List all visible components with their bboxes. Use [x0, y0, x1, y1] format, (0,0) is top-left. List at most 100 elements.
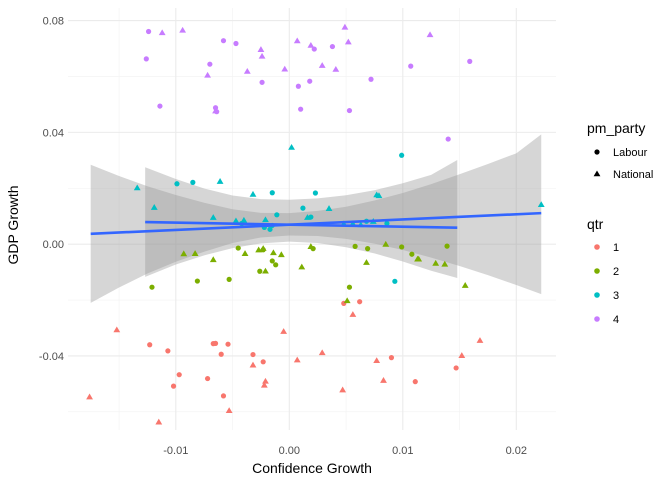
smooth-lines — [90, 211, 542, 236]
legend-triangle-icon — [593, 170, 601, 177]
data-point — [204, 375, 211, 382]
data-point — [225, 341, 231, 347]
data-point — [113, 326, 121, 333]
data-point — [399, 244, 405, 250]
data-point — [240, 216, 248, 223]
data-point — [147, 342, 153, 348]
data-point — [318, 62, 326, 68]
data-point — [344, 38, 352, 45]
data-point — [249, 190, 257, 197]
data-point — [209, 256, 217, 263]
data-point — [412, 379, 418, 385]
legend-label-qtr: 2 — [613, 266, 619, 278]
y-axis-title: GDP Growth — [5, 185, 21, 264]
x-axis-title: Confidence Growth — [252, 460, 372, 476]
data-point — [295, 83, 301, 89]
x-tick-label: 0.00 — [279, 445, 300, 457]
data-point — [180, 250, 188, 257]
data-point — [190, 179, 196, 185]
legend-label-qtr: 4 — [613, 314, 619, 326]
data-point — [375, 192, 383, 199]
data-point — [179, 26, 187, 33]
color-legend: qtr 1 2 3 4 — [587, 216, 619, 326]
y-tick-label: 0.08 — [43, 16, 64, 28]
data-point — [476, 337, 484, 343]
data-point — [149, 284, 155, 290]
data-point — [226, 276, 232, 282]
data-points — [86, 23, 545, 425]
data-point — [388, 355, 395, 361]
data-point — [343, 297, 351, 304]
data-point — [441, 260, 449, 267]
data-point — [445, 136, 451, 142]
data-point — [150, 204, 158, 210]
data-point — [212, 340, 219, 346]
data-point — [165, 348, 171, 354]
data-point — [392, 278, 398, 284]
data-point — [382, 240, 390, 247]
x-tick-label: 0.01 — [392, 445, 413, 457]
shape-legend: pm_party Labour National — [587, 120, 653, 181]
data-point — [307, 41, 315, 48]
data-point — [368, 76, 374, 82]
data-point — [235, 245, 241, 251]
data-point — [281, 65, 289, 72]
data-point — [380, 377, 387, 383]
data-point — [204, 71, 211, 78]
color-legend-title: qtr — [587, 216, 604, 232]
data-point — [273, 262, 279, 268]
data-point — [86, 393, 93, 400]
data-point — [218, 351, 224, 357]
data-point — [207, 61, 213, 67]
data-point — [220, 393, 227, 399]
legend-color-swatch — [594, 244, 600, 250]
data-point — [277, 251, 285, 258]
legend-label-qtr: 1 — [613, 242, 619, 254]
data-point — [241, 250, 249, 256]
data-point — [352, 243, 358, 249]
data-point — [267, 226, 273, 232]
data-point — [300, 205, 306, 211]
data-point — [262, 267, 269, 274]
data-point — [143, 56, 149, 62]
data-point — [332, 65, 340, 72]
data-point — [249, 361, 257, 368]
data-point — [209, 214, 217, 220]
y-tick-label: -0.04 — [39, 351, 64, 363]
data-point — [346, 107, 353, 114]
data-point — [373, 357, 381, 363]
y-tick-label: 0.04 — [43, 127, 64, 139]
data-point — [280, 328, 288, 334]
data-point — [307, 78, 313, 84]
data-point — [341, 23, 349, 30]
data-point — [260, 359, 266, 365]
data-point — [293, 37, 301, 44]
data-point — [191, 250, 199, 256]
data-point — [155, 418, 163, 425]
legend-color-swatch — [594, 316, 600, 322]
data-point — [258, 52, 266, 59]
confidence-bands — [90, 134, 542, 303]
smooth-line-labour — [145, 220, 458, 229]
data-point — [307, 243, 315, 249]
data-point — [269, 258, 275, 264]
data-point — [250, 351, 256, 358]
data-point — [453, 365, 459, 371]
data-point — [274, 212, 280, 218]
data-point — [298, 106, 304, 112]
data-point — [158, 29, 166, 36]
data-point — [220, 38, 227, 44]
data-point — [145, 28, 152, 35]
legend-label-labour: Labour — [613, 147, 648, 159]
data-point — [312, 190, 319, 196]
data-point — [262, 216, 269, 223]
data-point — [461, 282, 469, 288]
data-point — [233, 40, 239, 47]
data-point — [176, 372, 182, 378]
data-point — [157, 103, 163, 109]
data-point — [363, 259, 370, 265]
data-point — [257, 268, 263, 274]
data-point — [399, 152, 405, 158]
x-tick-label: -0.01 — [163, 445, 188, 457]
